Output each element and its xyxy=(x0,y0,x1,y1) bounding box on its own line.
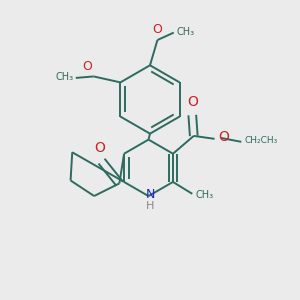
Text: O: O xyxy=(152,23,162,36)
Text: O: O xyxy=(218,130,229,144)
Text: CH₃: CH₃ xyxy=(55,72,74,82)
Text: O: O xyxy=(187,94,198,109)
Text: CH₃: CH₃ xyxy=(196,190,214,200)
Text: O: O xyxy=(82,60,92,73)
Text: CH₃: CH₃ xyxy=(177,27,195,37)
Text: O: O xyxy=(94,141,106,154)
Text: N: N xyxy=(145,188,155,201)
Text: H: H xyxy=(146,202,154,212)
Text: CH₂CH₃: CH₂CH₃ xyxy=(244,136,278,145)
